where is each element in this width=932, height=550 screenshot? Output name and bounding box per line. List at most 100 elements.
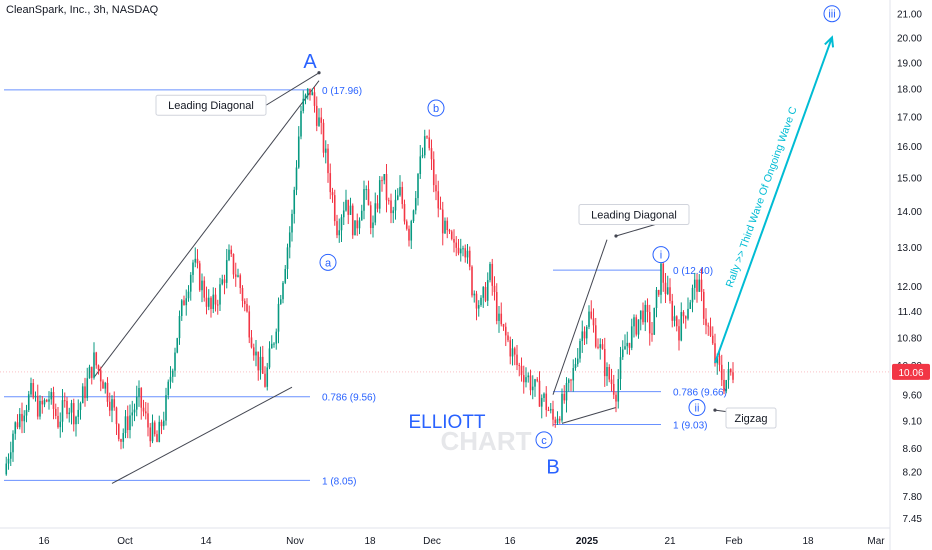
candle-body [716,355,719,364]
wave-label-circle [688,399,706,417]
x-tick-label: Mar [867,536,885,547]
candle-body [531,386,534,391]
candle-body [342,210,345,218]
candle-body [149,427,152,442]
candle-body [365,189,368,191]
wave-label-minor: ii [695,403,700,415]
candle-body [385,174,388,201]
candle-body [493,285,496,293]
candle-body [394,199,397,211]
candle-body [617,379,620,402]
candle-body [527,375,530,378]
candle-body [183,300,185,306]
x-tick-label: 18 [802,536,814,547]
candle-body [207,297,210,307]
candle-body [410,221,413,241]
candle-body [61,400,64,422]
candle-body [300,110,302,137]
candle-body [266,367,269,387]
candle-body [477,305,480,309]
candle-body [408,228,410,241]
callout-text: Leading Diagonal [168,100,254,112]
candle-body [277,303,280,332]
wave-label-minor: i [660,250,662,262]
candle-body [27,394,30,410]
candle-body [54,408,57,416]
candle-body [516,354,518,366]
candle-body [669,287,671,301]
callout-pointer [265,72,320,106]
candle-body [486,280,489,301]
candle-body [405,221,408,229]
candle-body [210,297,212,309]
wave-label-minor: a [325,257,332,269]
x-tick-label: Feb [725,536,743,547]
candle-body [401,187,404,205]
wave-label-circle [535,431,553,449]
candle-body [558,418,561,421]
candle-body [327,148,329,174]
callout-box [725,407,777,429]
candle-body [93,352,95,378]
candle-body [282,282,284,300]
candle-body [372,222,374,229]
candle-body [471,266,473,296]
candle-body [115,407,118,425]
candle-body [417,173,419,199]
candle-body [138,388,140,397]
candle-body [518,365,521,367]
candle-body [21,413,23,422]
candle-body [122,433,125,442]
candle-body [567,379,570,383]
candle-body [592,318,595,326]
candle-body [178,316,181,339]
candle-body [48,399,50,402]
candle-body [264,373,266,387]
candle-body [106,382,109,402]
candle-body [529,375,532,391]
candle-body [108,401,111,411]
candle-body [594,325,597,347]
candle-body [709,326,712,336]
candle-body [468,250,471,267]
candle-body [126,416,129,431]
candle-body [255,351,257,356]
fib-level-label: 0 (17.96) [322,86,362,97]
candle-body [288,232,291,248]
candle-body [504,326,507,336]
candle-body [354,220,356,236]
candle-body [171,370,174,377]
candle-body [187,291,190,299]
candle-body [230,249,233,254]
wave-label-circle [427,99,445,117]
candle-body [102,381,104,389]
x-tick-label: Nov [286,536,304,547]
candle-body [345,199,347,211]
y-tick-label: 12.00 [897,282,922,293]
candle-body [698,279,701,292]
candle-body [351,205,354,236]
candle-body [689,302,692,309]
candle-body [90,366,93,378]
candle-body [522,375,525,383]
candle-body [291,213,293,233]
candle-body [57,415,59,428]
candle-body [295,167,298,190]
candle-body [545,393,548,411]
candle-body [639,310,642,320]
y-tick-label: 13.00 [897,243,922,254]
candle-body [459,248,462,254]
candle-body [662,263,665,283]
candle-body [124,416,127,434]
y-tick-label: 20.00 [897,33,922,44]
candle-body [313,92,316,106]
candle-body [581,331,584,342]
rally-annotation: Rally >> Third Wave Of Ongoing Wave C [724,105,800,289]
candle-body [113,399,116,408]
watermark-elliott: ELLIOTT [408,412,485,433]
candle-body [495,292,498,321]
candle-body [732,372,734,380]
candle-body [367,189,370,206]
fib-level-label: 0.786 (9.66) [673,388,727,399]
